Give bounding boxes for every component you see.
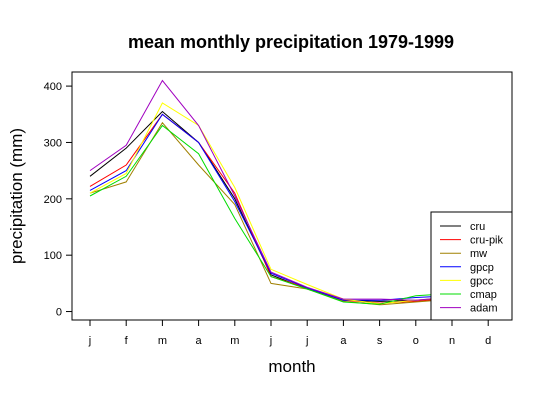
series-line-gpcp [89,113,489,301]
legend-label-cmap: cmap [470,289,497,301]
y-axis: 0 100 200 300 400 [44,81,72,319]
y-tick-label: 0 [56,307,62,319]
x-tick-label: d [485,335,491,347]
x-tick-label: j [269,335,272,347]
legend-label-mw: mw [470,248,487,260]
y-tick-label: 400 [44,81,62,93]
series-line-cmap [89,124,489,305]
x-axis-label: month [268,357,315,376]
series-line-mw [89,121,489,306]
legend-label-cru: cru [470,221,485,233]
x-tick-label: a [196,335,203,347]
y-axis-label: precipitation (mm) [7,128,26,264]
legend-label-adam: adam [470,303,498,315]
x-tick-label: j [305,335,308,347]
series-line-cru-pik [89,113,489,304]
x-tick-label: o [413,335,419,347]
x-tick-label: f [125,335,129,347]
plot-frame [71,71,513,321]
series-layer [89,79,489,306]
chart-title: mean monthly precipitation 1979-1999 [128,32,454,52]
series-line-cru [89,110,489,302]
x-tick-label: m [230,335,239,347]
y-tick-label: 200 [44,194,62,206]
y-tick-label: 100 [44,250,62,262]
legend-label-gpcp: gpcp [470,262,494,274]
series-line-adam [89,79,489,301]
x-tick-label: j [88,335,91,347]
y-tick-label: 300 [44,137,62,149]
legend-label-gpcc: gpcc [470,275,494,287]
x-tick-label: n [449,335,455,347]
legend-box [430,211,513,321]
legend-label-cru-pik: cru-pik [470,235,504,247]
x-tick-label: a [340,335,347,347]
x-tick-label: m [158,335,167,347]
x-tick-label: s [377,335,383,347]
